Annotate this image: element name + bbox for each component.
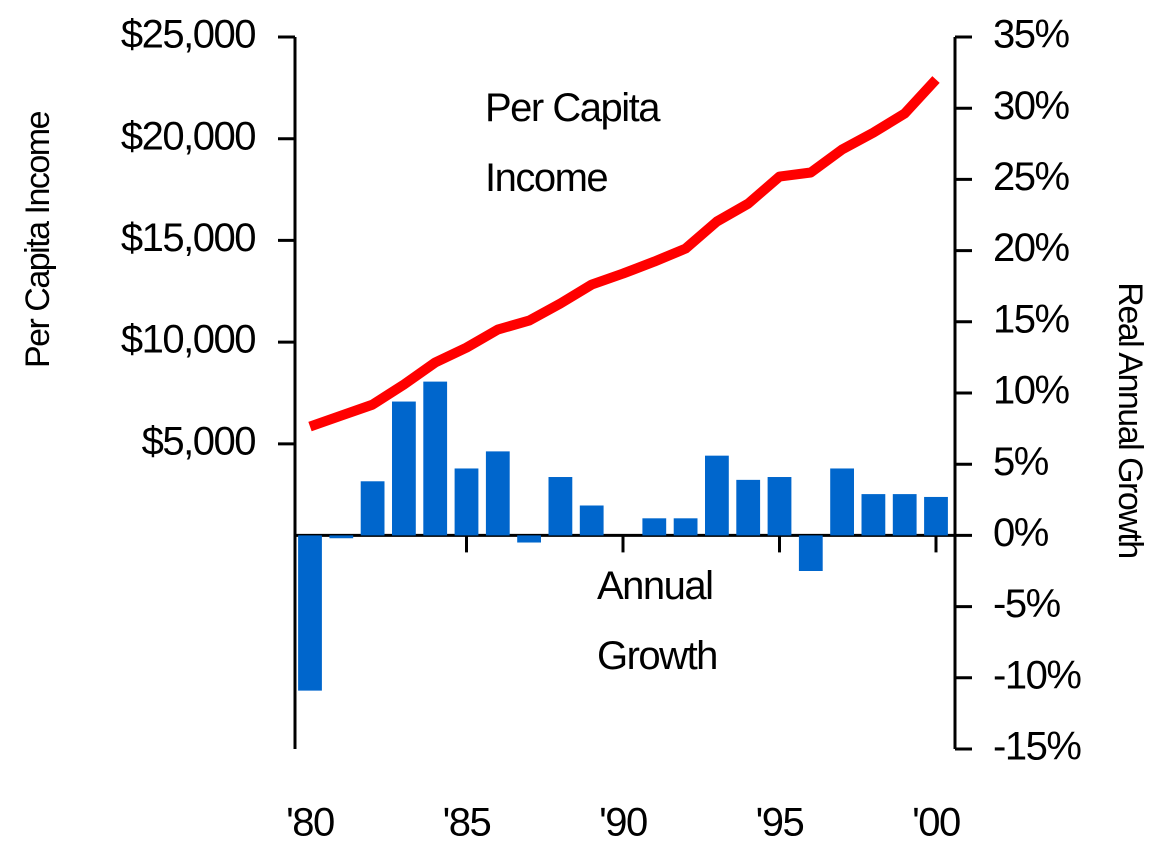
x-tick-label: '85 xyxy=(443,801,491,845)
y2-tick-label: -10% xyxy=(993,653,1081,697)
y2-tick-label: 15% xyxy=(993,297,1069,341)
y-tick-label: $5,000 xyxy=(142,419,256,463)
y-tick-label: $25,000 xyxy=(121,13,255,57)
x-tick-label: '95 xyxy=(756,801,804,845)
x-tick-label: '90 xyxy=(599,801,647,845)
bar xyxy=(298,535,322,691)
y2-tick-label: 35% xyxy=(993,13,1069,57)
bar xyxy=(642,518,667,536)
bar xyxy=(736,479,761,536)
bar xyxy=(579,505,604,536)
bar xyxy=(454,468,479,536)
bar xyxy=(861,494,886,536)
bar xyxy=(392,401,416,536)
bar xyxy=(924,496,948,536)
bar xyxy=(892,494,917,536)
y2-tick-label: -5% xyxy=(993,582,1061,626)
bar xyxy=(705,455,729,536)
line-annotation: Per Capita Income xyxy=(485,86,661,200)
y2-tick-label: 25% xyxy=(993,155,1069,199)
y2-tick-label: 10% xyxy=(993,369,1069,413)
y-tick-label: $10,000 xyxy=(121,318,255,362)
bar xyxy=(548,477,573,536)
bar xyxy=(830,468,854,536)
bar xyxy=(767,477,792,536)
bar xyxy=(798,535,823,571)
bar-annotation: Annual Growth xyxy=(597,564,717,678)
y-tick-label: $15,000 xyxy=(121,216,255,260)
y2-tick-label: 20% xyxy=(993,226,1069,270)
bar xyxy=(423,381,448,536)
bar xyxy=(673,518,698,536)
y2-tick-label: 0% xyxy=(993,511,1049,555)
y2-tick-label: 30% xyxy=(993,84,1069,128)
x-tick-label: '80 xyxy=(286,801,334,845)
y-axis-label: Per Capita Income xyxy=(19,111,57,368)
bar xyxy=(485,451,510,536)
y2-tick-label: 5% xyxy=(993,440,1049,484)
bar xyxy=(329,535,354,539)
y-tick-label: $20,000 xyxy=(121,114,255,158)
x-tick-label: '00 xyxy=(912,801,960,845)
y2-tick-label: -15% xyxy=(993,725,1081,769)
bar xyxy=(360,481,385,536)
bar xyxy=(517,535,541,543)
income-line xyxy=(308,76,940,432)
y2-axis-label: Real Annual Growth xyxy=(1111,282,1149,557)
